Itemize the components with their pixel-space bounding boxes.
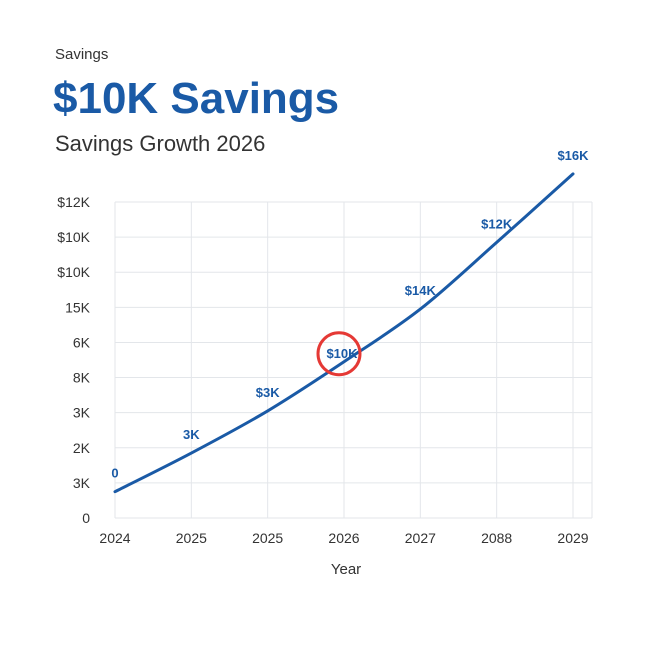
- series-line: [113, 172, 575, 494]
- highlighted-point-label: $10K: [326, 346, 358, 361]
- y-tick-label: 6K: [73, 334, 91, 350]
- chart-grid: [114, 201, 593, 519]
- point-label: 3K: [183, 427, 200, 442]
- chart-headline: $10K Savings: [53, 74, 340, 123]
- point-label: 0: [111, 466, 118, 481]
- x-axis-label: Year: [331, 561, 361, 578]
- x-axis-ticks: 2024 2025 2025 2026 2027 2088 2029: [99, 530, 588, 546]
- y-axis-ticks: 0 3K 2K 3K 8K 6K 15K $10K $10K $12K: [57, 194, 90, 526]
- chart-subtitle: Savings Growth 2026: [55, 131, 266, 156]
- x-tick-label: 2025: [176, 530, 207, 546]
- y-tick-label: 0: [82, 510, 90, 526]
- y-tick-label: $10K: [57, 229, 90, 245]
- chart-eyebrow: Savings: [55, 46, 109, 63]
- data-labels: 0 3K $3K $10K $14K $12K $16K: [111, 148, 589, 481]
- y-tick-label: $12K: [57, 194, 90, 210]
- point-label: $3K: [256, 385, 280, 400]
- x-tick-label: 2027: [405, 530, 436, 546]
- point-label: $14K: [405, 283, 437, 298]
- x-tick-label: 2088: [481, 530, 512, 546]
- y-tick-label: 8K: [73, 370, 91, 386]
- x-tick-label: 2024: [99, 530, 130, 546]
- y-tick-label: 3K: [73, 475, 91, 491]
- y-tick-label: 2K: [73, 440, 91, 456]
- x-tick-label: 2026: [328, 530, 359, 546]
- point-label: $16K: [557, 148, 589, 163]
- y-tick-label: 3K: [73, 405, 91, 421]
- highlight-circle: [316, 331, 362, 377]
- y-tick-label: 15K: [65, 299, 91, 315]
- y-tick-label: $10K: [57, 264, 90, 280]
- x-tick-label: 2029: [557, 530, 588, 546]
- point-label: $12K: [481, 216, 513, 231]
- x-tick-label: 2025: [252, 530, 283, 546]
